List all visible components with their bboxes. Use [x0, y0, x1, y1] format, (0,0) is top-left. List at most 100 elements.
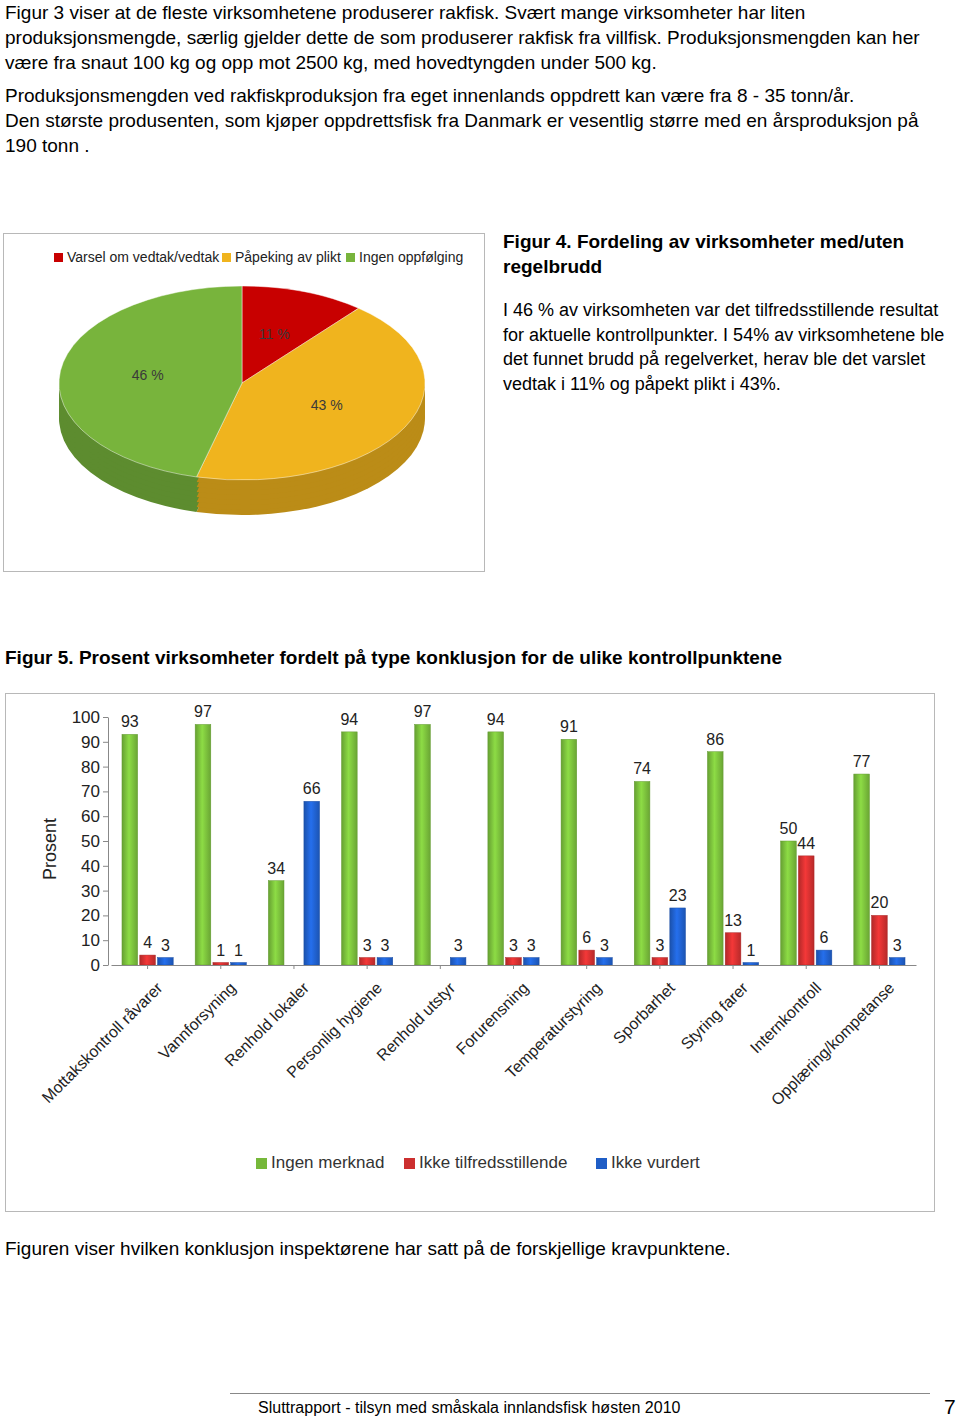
page-number: 7 [944, 1395, 956, 1419]
tick-mark [103, 841, 108, 842]
bar-frame: 9397349497949174865077413363134420316633… [5, 693, 935, 1212]
legend-label: Ingen merknad [271, 1153, 384, 1172]
tick: 50 [81, 832, 108, 851]
tick-label: Internkontroll [747, 979, 824, 1056]
legend-label: Ikke vurdert [611, 1153, 700, 1172]
pie-chart: 11 %43 %46 %Varsel om vedtak/vedtakPåpek… [4, 234, 484, 571]
data-label: 93 [121, 713, 139, 730]
tick: 80 [81, 758, 108, 777]
pie-frame: 11 %43 %46 %Varsel om vedtak/vedtakPåpek… [3, 233, 485, 572]
data-label: 91 [560, 718, 578, 735]
tick-label: Temperaturstyring [502, 979, 605, 1082]
tick-label: 10 [81, 931, 100, 950]
bar [506, 958, 522, 965]
tick-mark [103, 742, 108, 743]
tick-label: Opplæring/kompetanse [768, 979, 898, 1109]
bar [488, 732, 504, 965]
data-label: 44 [797, 835, 815, 852]
tick-label: 40 [81, 857, 100, 876]
footer-rule [230, 1393, 930, 1394]
bar-series [158, 801, 905, 965]
tick-mark [103, 891, 108, 892]
bar [231, 963, 247, 965]
data-label: 20 [871, 894, 889, 911]
bar [634, 781, 650, 965]
data-label: 34 [267, 860, 285, 877]
bar [415, 724, 431, 965]
tick-mark [806, 965, 807, 969]
tick-label: Personlig hygiene [283, 979, 385, 1081]
data-label: 3 [380, 937, 389, 954]
tick-mark [147, 965, 148, 969]
data-label: 13 [724, 912, 742, 929]
bar [140, 955, 156, 965]
paragraph: Figur 3 viser at de fleste virksomhetene… [5, 0, 950, 75]
tick-mark [103, 767, 108, 768]
legend-swatch [222, 253, 231, 262]
tick-mark [220, 965, 221, 969]
tick-mark [879, 965, 880, 969]
tick: Personlig hygiene [283, 965, 385, 1081]
data-label: 74 [633, 760, 651, 777]
tick: Internkontroll [747, 965, 824, 1056]
data-label: 3 [509, 937, 518, 954]
tick-mark [103, 717, 108, 718]
tick-label: 0 [91, 956, 100, 975]
data-label: 77 [853, 753, 871, 770]
bar [377, 958, 393, 965]
bar [743, 963, 759, 965]
data-label: 3 [161, 937, 170, 954]
tick-mark [586, 965, 587, 969]
tick-label: Mottakskontroll råvarer [39, 979, 167, 1107]
tick-mark [367, 965, 368, 969]
y-axis: 0102030405060708090100 [72, 708, 109, 975]
legend-swatch [54, 253, 63, 262]
bar-series [122, 724, 869, 965]
data-label: 3 [363, 937, 372, 954]
tick-mark [659, 965, 660, 969]
tick: 90 [81, 733, 108, 752]
bar [597, 958, 613, 965]
legend-label: Ingen oppfølging [359, 249, 463, 265]
data-label: 1 [216, 942, 225, 959]
data-label: 3 [600, 937, 609, 954]
tick-mark [103, 915, 108, 916]
tick-label: 30 [81, 882, 100, 901]
bar [798, 856, 814, 965]
axis-line [108, 718, 109, 966]
bar [158, 958, 174, 965]
bar [122, 734, 138, 965]
tick: 10 [81, 931, 108, 950]
tick-mark [440, 965, 441, 969]
data-label: 97 [414, 703, 432, 720]
tick: 100 [72, 708, 108, 727]
bar [889, 958, 905, 965]
data-label: 4 [143, 934, 152, 951]
data-label: 50 [780, 820, 798, 837]
tick-label: 20 [81, 906, 100, 925]
bar [725, 933, 741, 965]
tick: Vannforsyning [155, 965, 239, 1063]
tick-label: Sporbarhet [610, 979, 678, 1047]
bar [213, 963, 229, 965]
footer: Sluttrapport - tilsyn med småskala innla… [258, 1398, 680, 1418]
data-label: 6 [820, 929, 829, 946]
bar [523, 958, 539, 965]
tick-label: Forurensning [453, 979, 532, 1058]
tick-mark [293, 965, 294, 969]
paragraph: I 46 % av virksomheten var det tilfredss… [503, 298, 953, 396]
legend-swatch [596, 1158, 607, 1169]
bar [268, 881, 284, 965]
pie-top [59, 286, 425, 480]
tick-label: 50 [81, 832, 100, 851]
bar [652, 958, 668, 965]
tick-label: 80 [81, 758, 100, 777]
tick-label: Vannforsyning [155, 979, 239, 1063]
tick-mark [103, 940, 108, 941]
pie-slice [59, 286, 242, 477]
data-label: 23 [669, 887, 687, 904]
legend-swatch [256, 1158, 267, 1169]
data-labels: 9397349497949174865077413363134420316633… [121, 703, 902, 958]
legend-label: Påpeking av plikt [235, 249, 341, 265]
tick: Mottakskontroll råvarer [39, 965, 167, 1106]
